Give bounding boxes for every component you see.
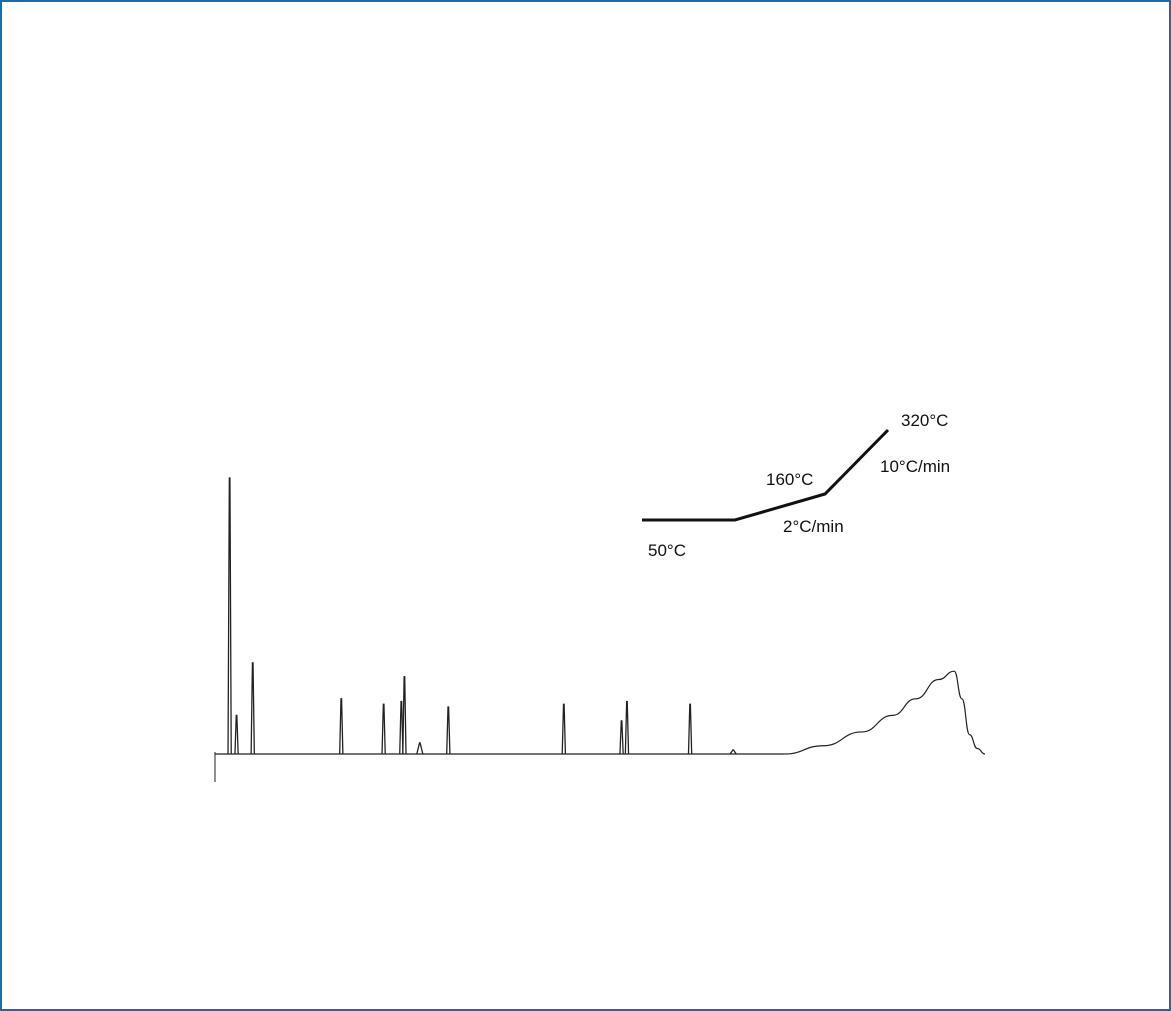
program-label-rate2: 10°C/min xyxy=(880,457,950,476)
peak-12 xyxy=(624,700,630,755)
temperature-program: 50°C 160°C 320°C 2°C/min 10°C/min xyxy=(642,411,950,560)
peak-10 xyxy=(561,703,567,755)
peak-9 xyxy=(446,706,451,755)
program-label-rate1: 2°C/min xyxy=(783,517,844,536)
peak-5 xyxy=(381,703,386,755)
peak-1 xyxy=(227,477,232,755)
peak-2 xyxy=(234,714,239,755)
peak-14 xyxy=(729,749,737,755)
program-label-start: 50°C xyxy=(648,541,686,560)
peak-13 xyxy=(687,703,693,755)
peak-7 xyxy=(402,676,407,755)
bleed-hump xyxy=(784,670,986,755)
program-label-end: 320°C xyxy=(901,411,948,430)
peak-4 xyxy=(339,698,344,755)
peak-3 xyxy=(250,662,255,755)
peak-11 xyxy=(619,720,624,755)
temperature-program-line xyxy=(642,428,890,522)
peak-6 xyxy=(399,700,404,755)
program-label-mid: 160°C xyxy=(766,470,813,489)
chromatogram-trace-group xyxy=(214,477,986,782)
peak-8 xyxy=(416,742,424,755)
